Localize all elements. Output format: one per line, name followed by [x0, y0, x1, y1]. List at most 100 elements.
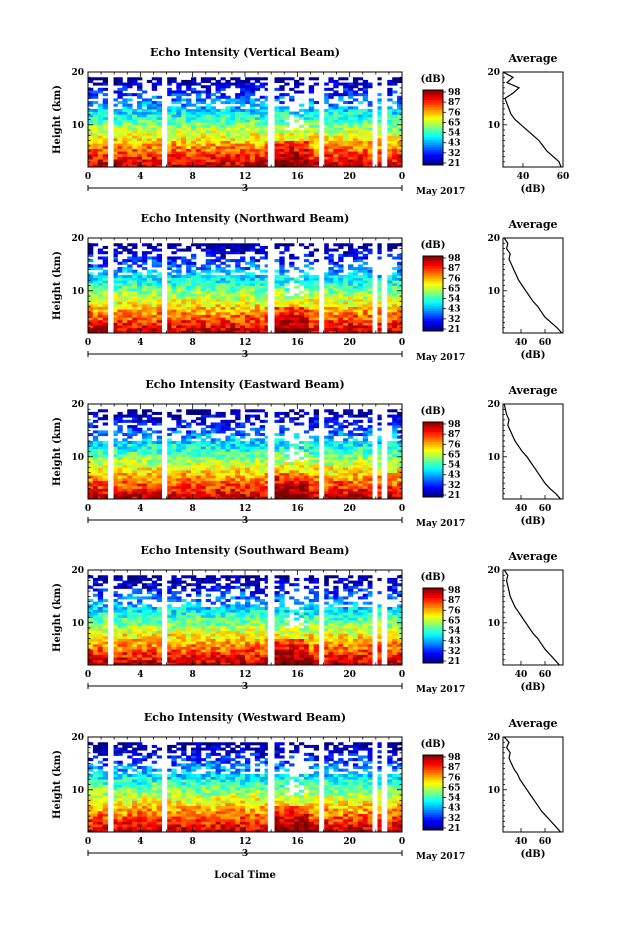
heatmap-cell	[387, 82, 393, 86]
heatmap-cell	[215, 87, 221, 91]
heatmap-cell	[141, 311, 148, 315]
heatmap-cell	[274, 314, 280, 318]
heatmap-cell	[303, 451, 310, 455]
heatmap-cell	[146, 151, 153, 155]
heatmap-cell	[205, 451, 212, 455]
heatmap-cell	[132, 277, 138, 281]
heatmap-cell	[294, 148, 300, 152]
heatmap-cell	[146, 467, 153, 471]
heatmap-cell	[367, 277, 373, 281]
heatmap-cell	[171, 77, 177, 81]
heatmap-cell	[377, 108, 383, 112]
heatmap-cell	[156, 280, 162, 284]
heatmap-cell	[191, 443, 197, 447]
heatmap-cell	[249, 156, 256, 160]
heatmap-cell	[146, 153, 153, 157]
heatmap-cell	[205, 135, 212, 139]
heatmap-cell	[122, 311, 128, 315]
heatmap-cell	[141, 327, 148, 331]
heatmap-cell	[240, 285, 246, 289]
heatmap-cell	[279, 322, 285, 326]
heatmap-cell	[338, 98, 344, 102]
heatmap-cell	[220, 282, 226, 286]
heatmap-cell	[254, 248, 261, 252]
heatmap-cell	[284, 472, 290, 476]
heatmap-cell	[225, 161, 231, 165]
heatmap-cell	[205, 137, 212, 142]
colorbar-tick-label: 98	[448, 254, 461, 264]
heatmap-cell	[328, 475, 334, 479]
heatmap-cell	[279, 280, 285, 284]
heatmap-cell	[333, 419, 339, 423]
heatmap-cell	[191, 264, 197, 268]
heatmap-cell	[112, 82, 118, 86]
heatmap-cell	[298, 151, 305, 155]
heatmap-cell	[308, 243, 315, 247]
heatmap-cell	[166, 477, 172, 481]
heatmap-cell	[176, 459, 182, 463]
heatmap-cell	[303, 245, 310, 249]
heatmap-cell	[323, 469, 329, 474]
heatmap-cell	[274, 156, 280, 160]
heatmap-cell	[195, 496, 202, 500]
heatmap-cell	[264, 454, 270, 458]
heatmap-cell	[245, 272, 251, 276]
heatmap-cell	[117, 116, 123, 120]
heatmap-cell	[210, 251, 216, 255]
heatmap-cell	[264, 464, 270, 468]
heatmap-cell	[181, 330, 187, 334]
colorbar-segment	[423, 326, 443, 329]
heatmap-cell	[230, 456, 236, 460]
heatmap-cell	[88, 325, 94, 329]
heatmap-cell	[92, 496, 99, 500]
heatmap-cell	[122, 119, 128, 123]
heatmap-cell	[362, 82, 369, 86]
heatmap-cell	[264, 327, 270, 331]
heatmap-cell	[92, 93, 99, 97]
heatmap-cell	[225, 264, 231, 268]
heatmap-cell	[298, 116, 305, 120]
heatmap-cell	[122, 475, 128, 479]
heatmap-cell	[141, 135, 148, 139]
heatmap-cell	[274, 446, 280, 450]
heatmap-cell	[284, 93, 290, 97]
heatmap-cell	[323, 293, 329, 297]
heatmap-cell	[240, 277, 246, 281]
heatmap-cell	[279, 427, 285, 431]
heatmap-cell	[254, 140, 261, 144]
heatmap-cell	[303, 145, 310, 149]
heatmap-cell	[176, 124, 182, 128]
heatmap-cell	[97, 293, 104, 297]
heatmap-cell	[279, 243, 285, 247]
heatmap-cell	[117, 317, 123, 321]
heatmap-cell	[191, 459, 197, 463]
heatmap-cell	[225, 475, 231, 479]
heatmap-cell	[191, 87, 197, 91]
heatmap-cell	[151, 82, 158, 86]
heatmap-cell	[259, 298, 266, 302]
heatmap-cell	[284, 130, 290, 134]
heatmap-cell	[151, 135, 158, 139]
heatmap-cell	[200, 137, 207, 142]
heatmap-cell	[259, 143, 266, 147]
heatmap-cell	[191, 82, 197, 86]
heatmap-cell	[181, 82, 187, 86]
heatmap-cell	[215, 485, 221, 489]
heatmap-cell	[333, 277, 339, 281]
heatmap-cell	[245, 85, 251, 89]
heatmap-cell	[264, 319, 270, 323]
heatmap-cell	[240, 269, 246, 273]
heatmap-cell	[264, 414, 270, 418]
heatmap-cell	[357, 137, 364, 142]
heatmap-cell	[225, 164, 231, 168]
heatmap-cell	[230, 309, 236, 313]
heatmap-cell	[112, 322, 118, 326]
heatmap-cell	[279, 296, 285, 300]
heatmap-cell	[195, 288, 202, 292]
heatmap-cell	[191, 77, 197, 81]
heatmap-cell	[235, 108, 241, 112]
heatmap-cell	[141, 419, 148, 423]
heatmap-cell	[377, 153, 383, 157]
heatmap-cell	[279, 451, 285, 455]
heatmap-cell	[132, 417, 138, 421]
